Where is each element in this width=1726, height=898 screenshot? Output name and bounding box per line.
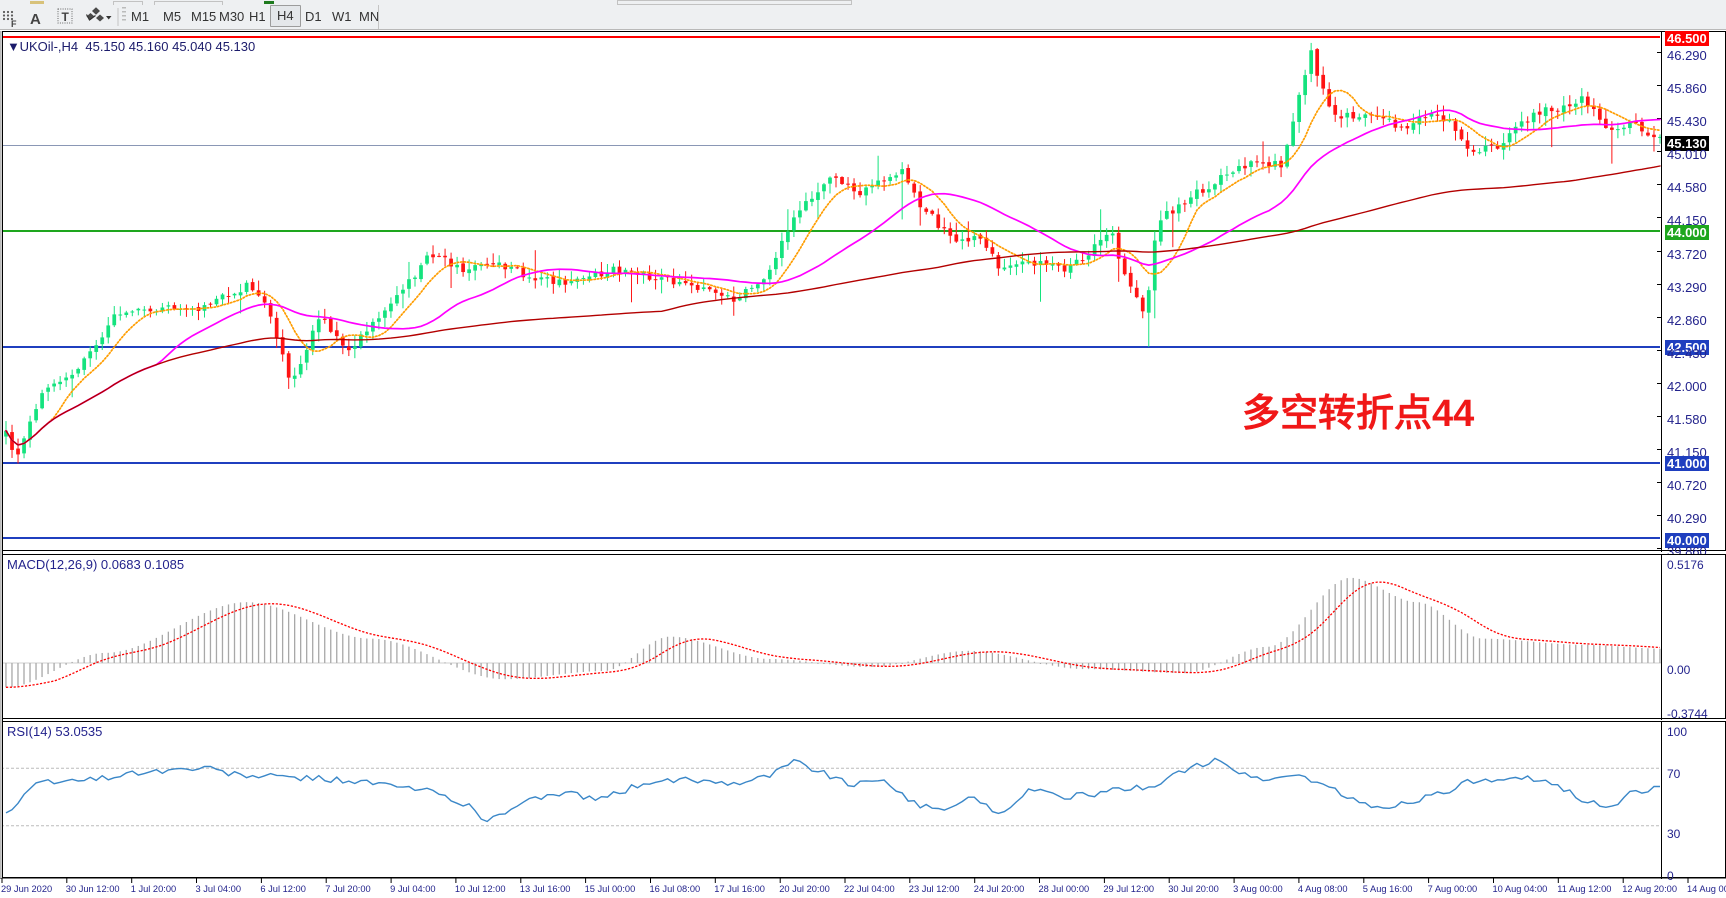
svg-text:11 Aug 12:00: 11 Aug 12:00 [1557,884,1611,894]
svg-text:13 Jul 16:00: 13 Jul 16:00 [520,884,571,894]
svg-text:5 Aug 16:00: 5 Aug 16:00 [1363,884,1413,894]
svg-text:10 Aug 04:00: 10 Aug 04:00 [1493,884,1548,894]
svg-text:10 Jul 12:00: 10 Jul 12:00 [455,884,506,894]
svg-text:20 Jul 20:00: 20 Jul 20:00 [779,884,830,894]
svg-text:7 Aug 00:00: 7 Aug 00:00 [1428,884,1478,894]
svg-text:29 Jun 2020: 29 Jun 2020 [1,884,52,894]
svg-text:7 Jul 20:00: 7 Jul 20:00 [325,884,371,894]
svg-text:24 Jul 20:00: 24 Jul 20:00 [974,884,1025,894]
svg-text:6 Jul 12:00: 6 Jul 12:00 [260,884,306,894]
svg-text:22 Jul 04:00: 22 Jul 04:00 [844,884,895,894]
svg-text:28 Jul 00:00: 28 Jul 00:00 [1039,884,1090,894]
svg-text:30 Jun 12:00: 30 Jun 12:00 [66,884,120,894]
svg-text:14 Aug 00:00: 14 Aug 00:00 [1687,884,1726,894]
svg-text:3 Jul 04:00: 3 Jul 04:00 [196,884,242,894]
svg-text:23 Jul 12:00: 23 Jul 12:00 [909,884,960,894]
svg-text:1 Jul 20:00: 1 Jul 20:00 [131,884,177,894]
svg-text:16 Jul 08:00: 16 Jul 08:00 [650,884,701,894]
svg-text:15 Jul 00:00: 15 Jul 00:00 [585,884,636,894]
svg-text:29 Jul 12:00: 29 Jul 12:00 [1103,884,1154,894]
svg-text:30 Jul 20:00: 30 Jul 20:00 [1168,884,1219,894]
svg-text:3 Aug 00:00: 3 Aug 00:00 [1233,884,1283,894]
svg-text:17 Jul 16:00: 17 Jul 16:00 [714,884,765,894]
svg-text:12 Aug 20:00: 12 Aug 20:00 [1622,884,1677,894]
svg-text:9 Jul 04:00: 9 Jul 04:00 [390,884,436,894]
svg-text:4 Aug 08:00: 4 Aug 08:00 [1298,884,1348,894]
